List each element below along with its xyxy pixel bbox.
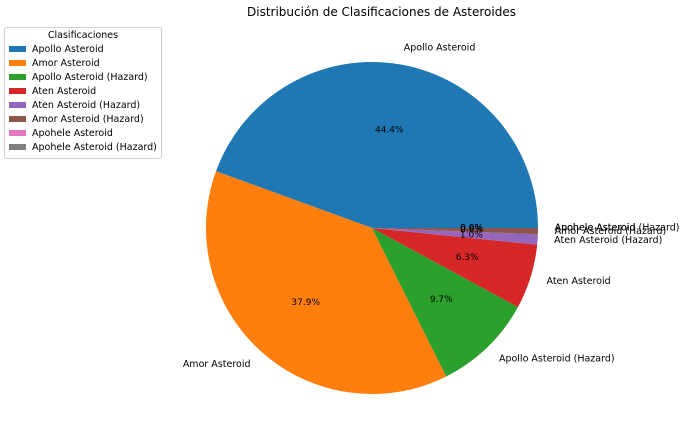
- slice-label-amor-asteroid-hazard: Amor Asteroid (Hazard): [555, 226, 667, 237]
- legend-item-apollo-asteroid: Apollo Asteroid: [9, 42, 157, 56]
- legend-item-amor-asteroid-hazard: Amor Asteroid (Hazard): [9, 112, 157, 126]
- legend-item-apollo-asteroid-hazard: Apollo Asteroid (Hazard): [9, 70, 157, 84]
- slice-label-amor-asteroid: Amor Asteroid: [183, 359, 251, 370]
- legend-swatch: [9, 144, 26, 150]
- pct-label-amor-asteroid: 37.9%: [291, 298, 320, 308]
- legend-label: Apohele Asteroid: [32, 127, 113, 139]
- slice-label-apollo-asteroid: Apollo Asteroid: [404, 43, 476, 54]
- pct-label-aten-asteroid-hazard: 1.0%: [460, 230, 483, 240]
- legend-item-aten-asteroid: Aten Asteroid: [9, 84, 157, 98]
- legend-swatch: [9, 88, 26, 94]
- legend-label: Apohele Asteroid (Hazard): [32, 141, 157, 153]
- legend-swatch: [9, 46, 26, 52]
- legend-label: Apollo Asteroid: [32, 43, 104, 55]
- pct-label-aten-asteroid: 6.3%: [456, 253, 479, 263]
- pct-label-apohele-asteroid-hazard: 0.0%: [460, 224, 483, 234]
- legend-swatch: [9, 60, 26, 66]
- legend-swatch: [9, 102, 26, 108]
- legend-label: Amor Asteroid: [32, 57, 100, 69]
- pct-label-apollo-asteroid: 44.4%: [375, 125, 404, 135]
- slice-label-aten-asteroid: Aten Asteroid: [547, 276, 611, 287]
- pct-label-apohele-asteroid: 0.0%: [460, 224, 483, 234]
- legend-label: Aten Asteroid: [32, 85, 97, 97]
- pct-label-apollo-asteroid-hazard: 9.7%: [430, 295, 453, 305]
- chart-title: Distribución de Clasificaciones de Aster…: [247, 5, 516, 19]
- slice-label-aten-asteroid-hazard: Aten Asteroid (Hazard): [554, 235, 662, 246]
- slice-label-apollo-asteroid-hazard: Apollo Asteroid (Hazard): [499, 354, 615, 365]
- legend-swatch: [9, 116, 26, 122]
- pct-label-amor-asteroid-hazard: 0.6%: [460, 225, 483, 235]
- legend-title: Clasificaciones: [47, 30, 119, 41]
- pie-slice-apollo-asteroid-hazard: [372, 228, 518, 377]
- legend-label: Aten Asteroid (Hazard): [32, 99, 141, 111]
- legend-item-apohele-asteroid-hazard: Apohele Asteroid (Hazard): [9, 140, 157, 154]
- pie-slice-aten-asteroid: [372, 228, 538, 308]
- pie-slice-amor-asteroid-hazard: [372, 228, 538, 235]
- legend-label: Amor Asteroid (Hazard): [32, 113, 144, 125]
- legend-item-amor-asteroid: Amor Asteroid: [9, 56, 157, 70]
- slice-label-apohele-asteroid-hazard: Apohele Asteroid (Hazard): [555, 223, 680, 234]
- legend-swatch: [9, 130, 26, 136]
- legend-item-apohele-asteroid: Apohele Asteroid: [9, 126, 157, 140]
- legend-item-aten-asteroid-hazard: Aten Asteroid (Hazard): [9, 98, 157, 112]
- legend-swatch: [9, 74, 26, 80]
- pie-slice-apollo-asteroid: [216, 62, 538, 229]
- pie-slice-amor-asteroid: [205, 171, 447, 395]
- legend-label: Apollo Asteroid (Hazard): [32, 71, 148, 83]
- slice-label-apohele-asteroid: Apohele Asteroid: [555, 223, 636, 234]
- pie-slice-aten-asteroid-hazard: [372, 228, 538, 245]
- legend: Clasificaciones Apollo Asteroid Amor Aste…: [4, 27, 162, 159]
